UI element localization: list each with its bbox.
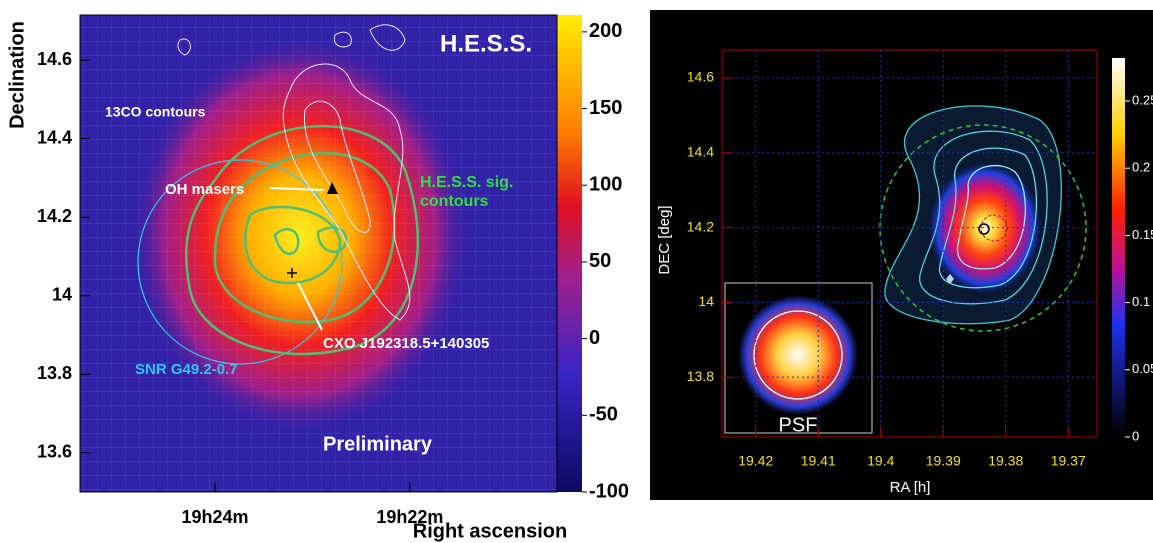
colorbar-label: 150: [589, 97, 622, 119]
colorbar-label: 0.15: [1132, 227, 1153, 242]
source-marker: [978, 223, 990, 235]
x-axis-label: RA [h]: [890, 479, 931, 496]
psf-contour: [753, 310, 843, 400]
colorbar: [1112, 58, 1125, 437]
colorbar-label: 100: [589, 174, 622, 196]
x-tick-label: 19.39: [926, 453, 961, 469]
y-tick-label: 14.6: [37, 49, 72, 69]
colorbar-label: -100: [589, 480, 629, 502]
colorbar-label: 0.25: [1132, 92, 1153, 107]
annotation: Preliminary: [323, 433, 433, 455]
plot-frame: [79, 14, 558, 493]
cxo-marker: [287, 268, 297, 278]
y-tick-label: 13.8: [687, 368, 714, 384]
annotation: H.E.S.S. sig.: [420, 174, 513, 191]
x-axis-label: Right ascension: [413, 520, 567, 542]
x-tick-label: 19.4: [867, 453, 894, 469]
annotation: H.E.S.S.: [440, 30, 532, 57]
y-tick-label: 14.4: [687, 144, 714, 160]
y-tick-label: 14.2: [687, 218, 714, 234]
contours: [884, 105, 1062, 325]
plot-frame: [721, 49, 1098, 438]
psf: [738, 295, 858, 415]
colorbar-label: 0.2: [1132, 160, 1150, 175]
snr-circle: [137, 159, 343, 365]
y-tick-label: 14: [698, 293, 714, 309]
colorbar-label: 0.05: [1132, 361, 1153, 376]
colorbar-label: 0.1: [1132, 294, 1150, 309]
x-tick-label: 19.42: [738, 453, 773, 469]
region-circle: [879, 124, 1087, 332]
annotation: CXO J192318.5+140305: [323, 335, 489, 352]
y-tick-label: 13.6: [37, 441, 72, 461]
colorbar-label: 0: [1132, 428, 1139, 443]
x-tick-label: 19.38: [988, 453, 1023, 469]
arrow: [297, 282, 323, 331]
colorbar-label: 200: [589, 20, 622, 42]
emission: [925, 158, 1045, 298]
annotation: OH masers: [165, 181, 244, 198]
annotation: SNR G49.2-0.7: [135, 361, 238, 378]
annotation: contours: [420, 193, 489, 210]
x-tick-label: 19h24m: [182, 507, 249, 527]
x-tick-label: 19.41: [801, 453, 836, 469]
pixel-grid: [80, 15, 557, 492]
y-tick-label: 13.8: [37, 363, 72, 383]
annotation: 13CO contours: [105, 104, 206, 120]
y-tick-label: 14: [52, 284, 72, 304]
y-axis-label: Declination: [6, 21, 28, 129]
y-tick-label: 14.6: [687, 69, 714, 85]
x-tick-label: 19h22m: [376, 507, 443, 527]
colorbar-label: -50: [589, 404, 618, 426]
annotation: PSF: [779, 414, 818, 436]
colorbar: [557, 15, 582, 492]
y-axis-label: DEC [deg]: [656, 205, 673, 274]
arrow: [269, 187, 325, 191]
colorbar-label: 0: [589, 327, 600, 349]
oh-maser: [327, 182, 338, 194]
y-tick-label: 14.2: [37, 206, 72, 226]
y-tick-label: 14.4: [37, 127, 72, 147]
source-marker: [946, 274, 954, 284]
sig-contours: [184, 124, 420, 356]
co-contours: [177, 24, 411, 321]
colorbar-label: 50: [589, 250, 611, 272]
x-tick-label: 19.37: [1051, 453, 1086, 469]
